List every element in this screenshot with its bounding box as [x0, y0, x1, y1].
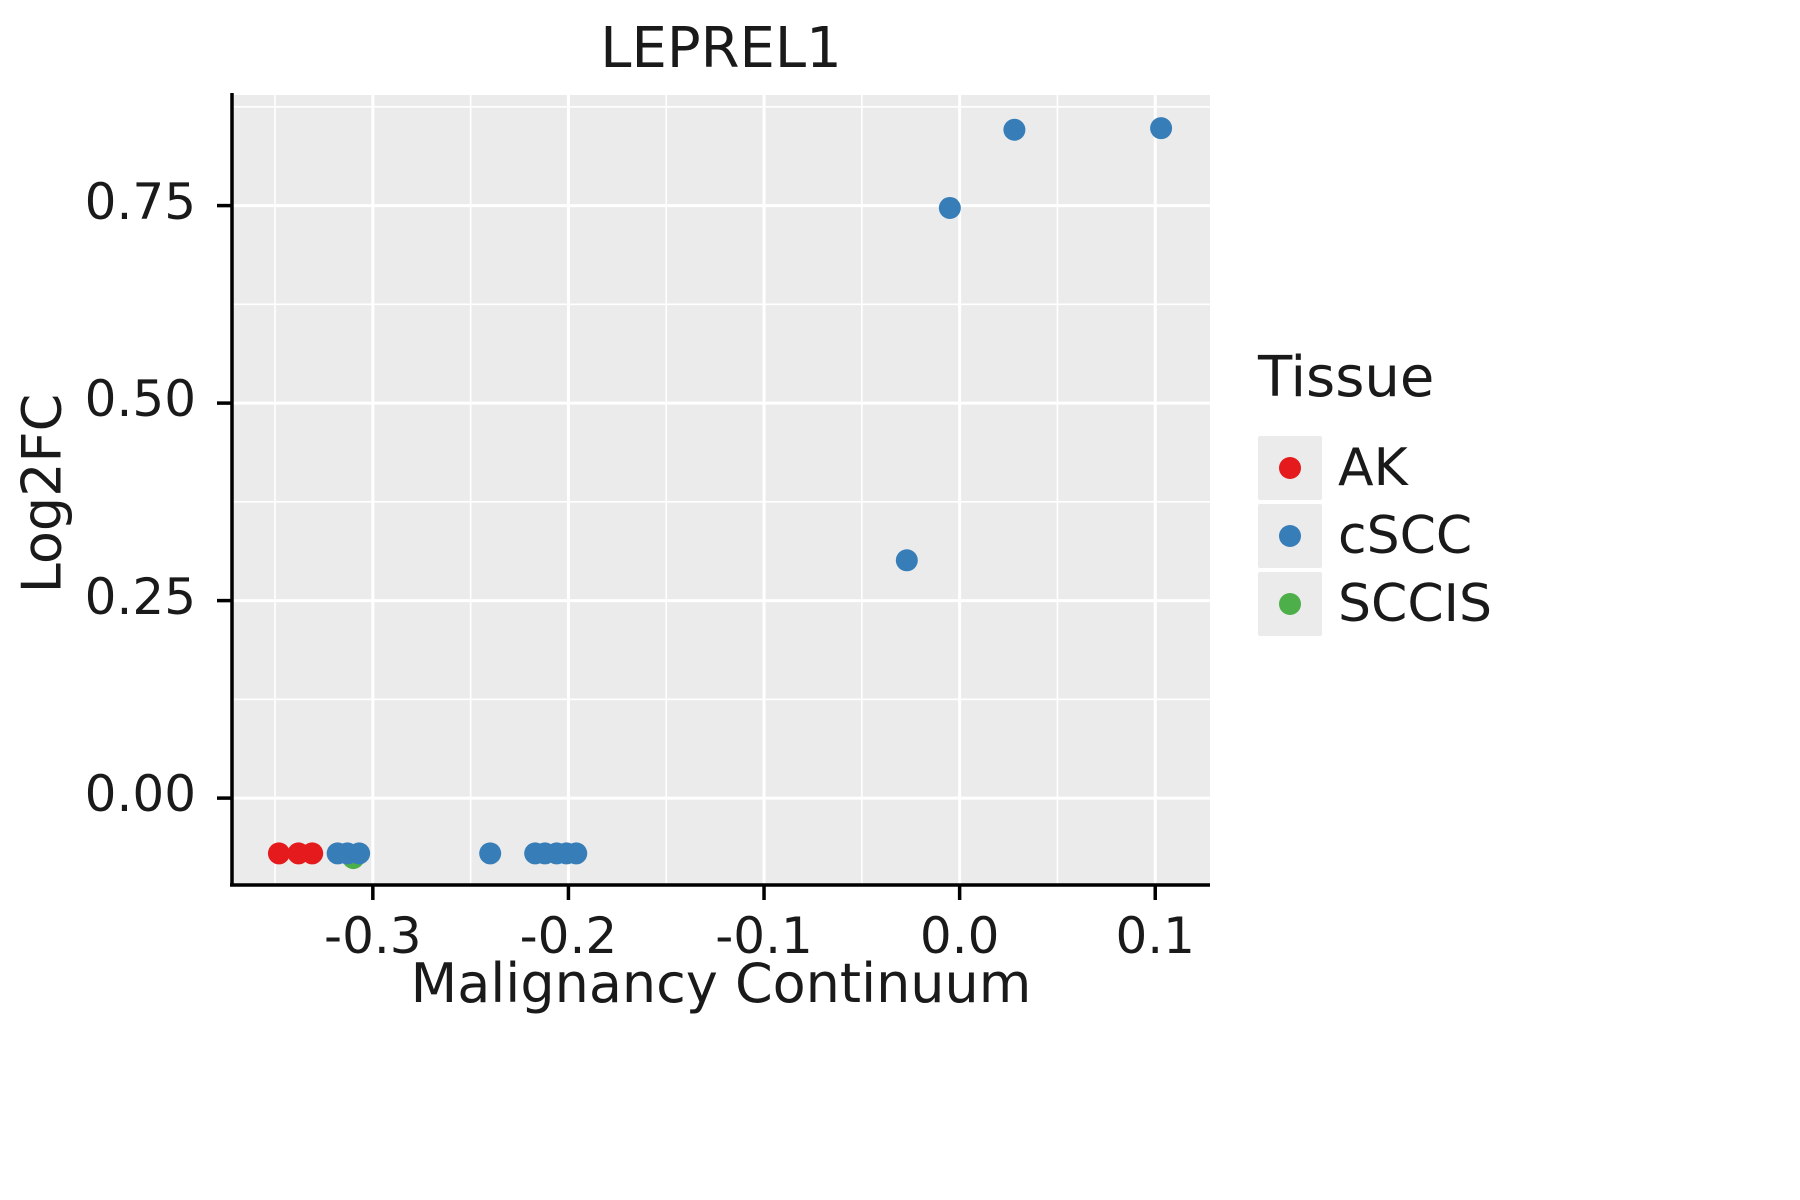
- chart-title: LEPREL1: [600, 16, 842, 81]
- y-tick-label: 0.00: [84, 765, 196, 824]
- x-tick-label: -0.2: [519, 907, 618, 965]
- legend-key: [1258, 436, 1322, 500]
- legend-dot-icon: [1279, 593, 1301, 615]
- x-tick-label: 0.1: [1115, 907, 1195, 965]
- legend-item-AK: AK: [1258, 436, 1778, 500]
- legend-label: cSCC: [1338, 506, 1473, 566]
- data-point-cSCC: [1150, 117, 1173, 140]
- legend-item-SCCIS: SCCIS: [1258, 572, 1778, 636]
- legend-items: AK cSCC SCCIS: [1258, 436, 1778, 636]
- data-point-cSCC: [938, 196, 961, 219]
- data-point-AK: [267, 842, 290, 865]
- data-point-cSCC: [1003, 118, 1026, 141]
- legend-key: [1258, 572, 1322, 636]
- legend-item-cSCC: cSCC: [1258, 504, 1778, 568]
- data-point-cSCC: [479, 842, 502, 865]
- y-axis-title: Log2FC: [10, 393, 74, 594]
- legend-dot-icon: [1279, 457, 1301, 479]
- x-tick-label: -0.1: [715, 907, 813, 965]
- legend-dot-icon: [1279, 525, 1301, 547]
- legend-label: AK: [1338, 438, 1408, 498]
- legend-key: [1258, 504, 1322, 568]
- data-point-cSCC: [895, 549, 918, 572]
- data-point-cSCC: [565, 842, 588, 865]
- panel-background: [232, 95, 1210, 885]
- x-axis-title: Malignancy Continuum: [410, 952, 1032, 1015]
- x-tick-label: -0.3: [324, 907, 422, 965]
- data-point-cSCC: [348, 842, 371, 865]
- legend: Tissue AK cSCC SCCIS: [1258, 345, 1778, 640]
- data-point-AK: [301, 842, 324, 865]
- y-tick-label: 0.50: [84, 370, 196, 429]
- x-tick-label: 0.0: [919, 907, 1000, 965]
- legend-label: SCCIS: [1338, 574, 1492, 634]
- y-tick-label: 0.75: [84, 172, 196, 231]
- legend-title: Tissue: [1258, 345, 1435, 410]
- y-tick-label: 0.25: [84, 567, 196, 626]
